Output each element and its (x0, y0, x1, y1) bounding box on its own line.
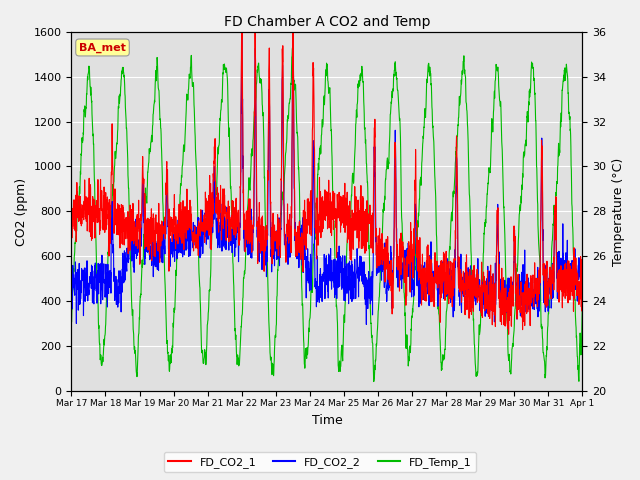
Legend: FD_CO2_1, FD_CO2_2, FD_Temp_1: FD_CO2_1, FD_CO2_2, FD_Temp_1 (164, 452, 476, 472)
Y-axis label: Temperature (°C): Temperature (°C) (612, 157, 625, 265)
Title: FD Chamber A CO2 and Temp: FD Chamber A CO2 and Temp (224, 15, 430, 29)
Text: BA_met: BA_met (79, 42, 126, 53)
Y-axis label: CO2 (ppm): CO2 (ppm) (15, 178, 28, 246)
X-axis label: Time: Time (312, 414, 342, 427)
